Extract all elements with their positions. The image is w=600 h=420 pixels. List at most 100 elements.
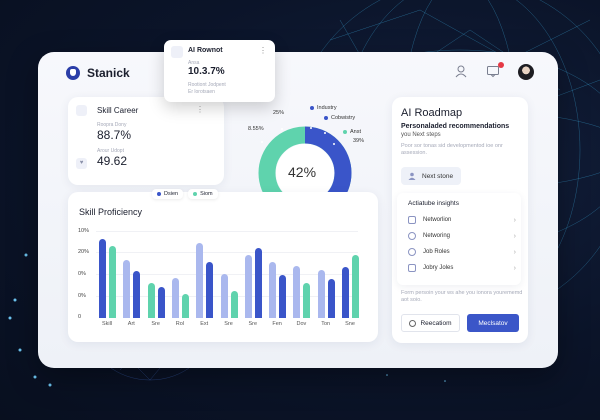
x-tick: Fen bbox=[272, 321, 282, 327]
people-icon bbox=[408, 232, 416, 240]
chart-bar bbox=[157, 287, 165, 318]
x-tick: Dov bbox=[296, 321, 307, 327]
more-options-icon[interactable]: ⋮ bbox=[259, 46, 267, 55]
insights-title: Actiatube insights bbox=[408, 200, 459, 207]
roadmap-description: Poor sor tonas sid developmentod ioe onr… bbox=[401, 143, 503, 156]
x-tick: Sne bbox=[345, 321, 355, 327]
y-tick: 10% bbox=[78, 228, 90, 234]
chart-bar bbox=[109, 246, 116, 318]
chevron-right-icon: › bbox=[513, 264, 516, 272]
float-card-footer2: Er lorotsaen bbox=[188, 89, 215, 95]
chart-bar bbox=[269, 262, 277, 318]
chart-bar bbox=[181, 294, 189, 318]
clock-icon bbox=[409, 319, 417, 327]
next-steps-label: Next stone bbox=[422, 172, 454, 180]
float-card-title: AI Rownot bbox=[188, 47, 223, 54]
chart-bar bbox=[254, 248, 262, 318]
chart-bar bbox=[327, 279, 335, 318]
ai-roadmap-panel: AI Roadmap Personaladed recommendations … bbox=[392, 97, 528, 343]
metric1-label: Roopra Dony bbox=[97, 122, 127, 128]
brand-name: Stanick bbox=[87, 66, 130, 80]
more-options-icon[interactable]: ⋮ bbox=[196, 105, 204, 114]
metric2-label: Arour Udopt bbox=[97, 148, 124, 154]
avatar[interactable] bbox=[518, 64, 534, 80]
user-icon[interactable] bbox=[454, 64, 470, 80]
x-tick: Ext bbox=[200, 321, 209, 327]
x-tick: Ton bbox=[321, 321, 331, 327]
chart-bar bbox=[230, 291, 238, 318]
chart-bar bbox=[293, 266, 301, 318]
chart-bar bbox=[196, 243, 204, 318]
group-icon bbox=[76, 105, 87, 116]
message-notification-icon[interactable] bbox=[486, 62, 504, 80]
next-steps-button[interactable]: Next stone bbox=[401, 167, 461, 185]
target-icon bbox=[408, 248, 416, 256]
notification-badge bbox=[498, 62, 504, 68]
x-tick: Sre bbox=[224, 321, 233, 327]
chart-bar bbox=[279, 275, 287, 318]
proficiency-title: Skill Proficiency bbox=[79, 207, 143, 217]
chart-bar bbox=[147, 283, 155, 318]
roadmap-footer-text: Form persoin your ws ahe you ionora your… bbox=[401, 290, 523, 303]
donut-label-top: 25% bbox=[273, 110, 285, 116]
metric1-value: 88.7% bbox=[97, 128, 132, 142]
chart-bar bbox=[352, 255, 359, 318]
proficiency-bar-chart: 10% 20% 0% 0% 0 Skill Art Sre Rol Ext Sre Sre F… bbox=[68, 228, 378, 342]
donut-label-right: 39% bbox=[353, 138, 365, 144]
roadmap-subtitle: Personaladed recommendations bbox=[401, 123, 510, 130]
float-card-label: Ansa bbox=[188, 60, 200, 66]
roadmap-title: AI Roadmap bbox=[401, 107, 463, 119]
x-tick: Skill bbox=[101, 321, 113, 327]
chart-bar bbox=[303, 283, 311, 318]
person-icon bbox=[171, 46, 183, 58]
chart-bar bbox=[123, 260, 131, 318]
heart-icon: ♥ bbox=[76, 158, 87, 169]
ai-rownot-card: AI Rownot ⋮ Ansa 10.3.7% Rootiont Jodpen… bbox=[164, 40, 275, 102]
legend-siom[interactable]: Siom bbox=[188, 189, 218, 199]
chevron-right-icon: › bbox=[513, 232, 516, 240]
y-tick: 20% bbox=[78, 249, 90, 255]
roadmap-subtitle2: you Next steps bbox=[401, 132, 441, 138]
insight-item-networing[interactable]: Networing › bbox=[408, 229, 516, 243]
chart-bar bbox=[342, 267, 349, 318]
network-icon bbox=[408, 216, 416, 224]
y-tick: 0% bbox=[78, 293, 86, 299]
donut-legend-anst: Anst bbox=[343, 129, 361, 135]
chart-bar bbox=[244, 255, 252, 318]
donut-legend-industry: Industry bbox=[310, 105, 337, 111]
insight-item-jobry-joles[interactable]: Jobry Joles › bbox=[408, 261, 516, 275]
x-tick: Sre bbox=[248, 321, 258, 327]
metric2-value: 49.62 bbox=[97, 154, 128, 168]
dashboard-window: Stanick Skill Career ⋮ Roopra Dony 88.7%… bbox=[38, 52, 558, 368]
skill-career-card: Skill Career ⋮ Roopra Dony 88.7% Arour U… bbox=[68, 97, 224, 185]
brand[interactable]: Stanick bbox=[66, 66, 130, 80]
header-actions bbox=[454, 62, 534, 80]
chart-bar bbox=[133, 271, 141, 318]
x-tick: Sre bbox=[151, 321, 160, 327]
chart-bar bbox=[171, 278, 179, 318]
secondary-action-button[interactable]: Reecatiom bbox=[401, 314, 460, 332]
skill-career-title: Skill Career bbox=[97, 106, 139, 115]
chevron-right-icon: › bbox=[513, 216, 516, 224]
person-icon bbox=[408, 172, 416, 180]
donut-label-left: 8.55% bbox=[248, 126, 264, 132]
chart-bar bbox=[99, 239, 106, 318]
float-card-footer1: Rootiont Jodpent bbox=[188, 82, 226, 88]
donut-center-value: 42% bbox=[288, 164, 317, 180]
y-tick: 0% bbox=[78, 271, 86, 277]
donut-legend-cobwistry: Cobwistry bbox=[324, 115, 355, 121]
chart-bar bbox=[206, 262, 214, 318]
insight-item-networlion[interactable]: Networlion › bbox=[408, 213, 516, 227]
chevron-right-icon: › bbox=[513, 248, 516, 256]
x-tick: Art bbox=[127, 321, 135, 327]
x-tick: Rol bbox=[175, 321, 185, 327]
insight-item-job-roles[interactable]: Job Roles › bbox=[408, 245, 516, 259]
chart-bar bbox=[220, 274, 228, 318]
float-card-value: 10.3.7% bbox=[188, 66, 225, 77]
skill-proficiency-card: Dsien Siom Skill Proficiency 10% 20% 0% … bbox=[68, 189, 378, 342]
chart-bar bbox=[317, 270, 325, 318]
primary-action-button[interactable]: Meclsatov bbox=[467, 314, 519, 332]
legend-dsien[interactable]: Dsien bbox=[152, 189, 184, 199]
proficiency-legend: Dsien Siom bbox=[152, 189, 218, 199]
y-tick: 0 bbox=[78, 314, 82, 320]
